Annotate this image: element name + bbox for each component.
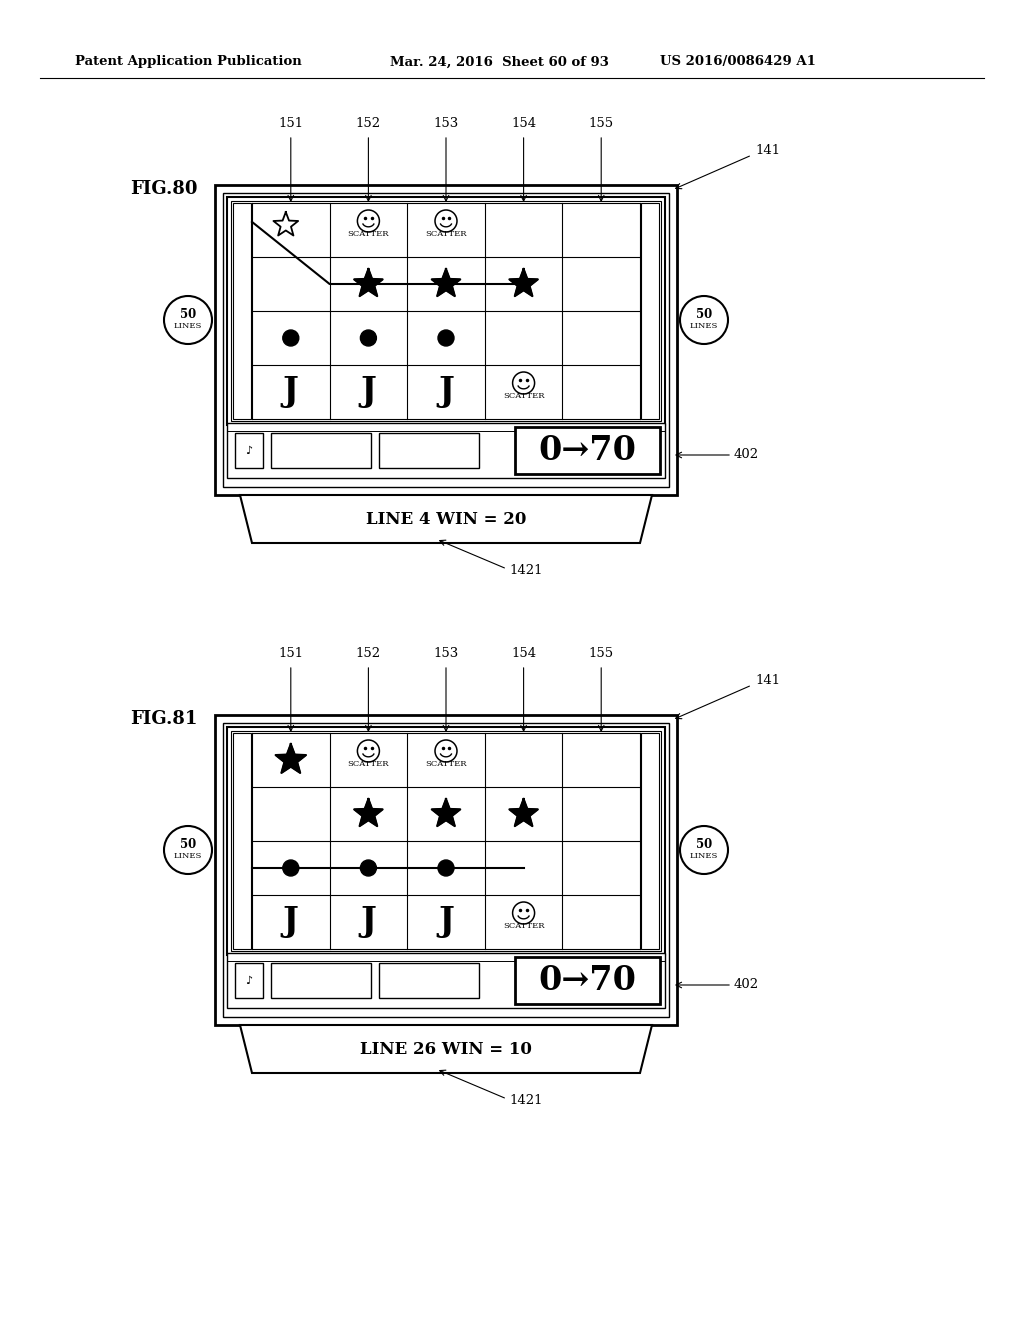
Text: J: J [360,906,377,939]
Text: J: J [438,375,454,408]
Text: 1421: 1421 [509,565,543,578]
Text: 153: 153 [433,117,459,129]
Circle shape [360,861,377,876]
Bar [223,723,669,1016]
Bar [215,185,677,495]
Text: 141: 141 [755,673,780,686]
Text: 1421: 1421 [509,1094,543,1107]
Bar [233,733,251,949]
Text: ♪: ♪ [246,446,253,455]
Text: Mar. 24, 2016  Sheet 60 of 93: Mar. 24, 2016 Sheet 60 of 93 [390,55,609,69]
Polygon shape [509,269,538,296]
Polygon shape [240,1026,652,1073]
Text: SCATTER: SCATTER [503,392,545,400]
Text: SCATTER: SCATTER [425,230,467,238]
Text: LINES: LINES [690,322,718,330]
Bar [223,193,669,487]
Text: 50: 50 [180,837,197,850]
Bar [515,426,660,474]
Polygon shape [432,269,460,296]
Bar [231,201,662,421]
Polygon shape [354,799,383,826]
Text: SCATTER: SCATTER [425,760,467,768]
Text: 152: 152 [355,647,381,660]
Circle shape [438,861,454,876]
Text: 154: 154 [511,647,537,660]
Text: Patent Application Publication: Patent Application Publication [75,55,302,69]
Text: 152: 152 [355,117,381,129]
Text: 155: 155 [589,117,613,129]
Bar [271,964,371,998]
Bar [234,964,263,998]
Bar [227,422,665,478]
Bar [641,203,659,418]
Text: FIG.80: FIG.80 [130,180,198,198]
Text: 151: 151 [279,117,303,129]
Bar [215,715,677,1026]
Circle shape [438,330,454,346]
Bar [227,953,665,1008]
Text: FIG.81: FIG.81 [130,710,198,729]
Polygon shape [509,799,538,826]
Polygon shape [240,495,652,543]
Text: 141: 141 [755,144,780,157]
Bar [231,731,662,950]
Text: LINE 4 WIN = 20: LINE 4 WIN = 20 [366,511,526,528]
Text: LINES: LINES [174,322,202,330]
Bar [234,433,263,469]
Text: 153: 153 [433,647,459,660]
Circle shape [283,861,299,876]
Text: 402: 402 [734,978,759,991]
Text: 154: 154 [511,117,537,129]
Text: 402: 402 [734,449,759,462]
Text: 0→70: 0→70 [539,434,637,467]
Text: J: J [438,906,454,939]
Text: SCATTER: SCATTER [503,921,545,931]
Polygon shape [275,744,306,774]
Circle shape [360,330,377,346]
Text: SCATTER: SCATTER [348,230,389,238]
Text: 50: 50 [696,837,712,850]
Text: US 2016/0086429 A1: US 2016/0086429 A1 [660,55,816,69]
Text: 50: 50 [696,308,712,321]
Text: J: J [283,375,299,408]
Bar [233,203,251,418]
Text: LINES: LINES [690,851,718,861]
Text: 155: 155 [589,647,613,660]
Text: SCATTER: SCATTER [348,760,389,768]
Bar [227,197,665,425]
Text: J: J [283,906,299,939]
Bar [271,433,371,469]
Text: ♪: ♪ [246,975,253,986]
Polygon shape [354,269,383,296]
Text: 0→70: 0→70 [539,964,637,997]
Circle shape [283,330,299,346]
Text: LINES: LINES [174,851,202,861]
Bar [379,964,479,998]
Text: 50: 50 [180,308,197,321]
Bar [641,733,659,949]
Bar [379,433,479,469]
Polygon shape [432,799,460,826]
Bar [515,957,660,1005]
Text: J: J [360,375,377,408]
Bar [227,727,665,954]
Text: LINE 26 WIN = 10: LINE 26 WIN = 10 [360,1040,531,1057]
Text: 151: 151 [279,647,303,660]
